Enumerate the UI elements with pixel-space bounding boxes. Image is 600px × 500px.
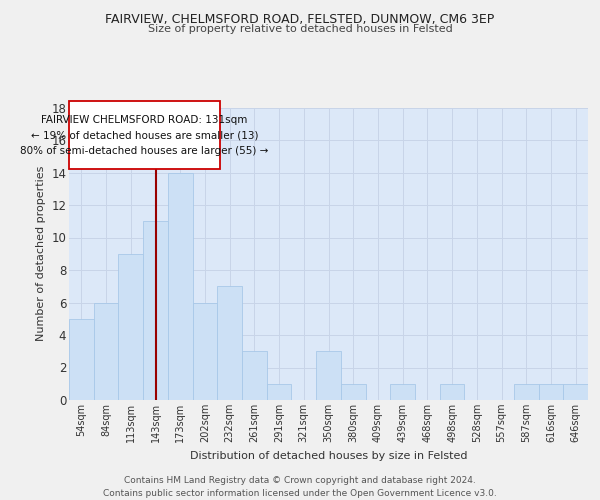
Bar (563, 384, 588, 400)
Bar (217, 286, 242, 400)
Text: FAIRVIEW, CHELMSFORD ROAD, FELSTED, DUNMOW, CM6 3EP: FAIRVIEW, CHELMSFORD ROAD, FELSTED, DUNM… (106, 12, 494, 26)
Bar (168, 172, 193, 400)
Bar (440, 384, 464, 400)
Bar (193, 302, 217, 400)
Bar (143, 221, 168, 400)
Bar (94, 302, 118, 400)
Bar (69, 319, 94, 400)
Bar (118, 254, 143, 400)
Bar (267, 384, 292, 400)
Y-axis label: Number of detached properties: Number of detached properties (35, 166, 46, 342)
Text: Contains HM Land Registry data © Crown copyright and database right 2024.
Contai: Contains HM Land Registry data © Crown c… (103, 476, 497, 498)
Bar (316, 351, 341, 400)
Bar (539, 384, 563, 400)
Text: FAIRVIEW CHELMSFORD ROAD: 131sqm
← 19% of detached houses are smaller (13)
80% o: FAIRVIEW CHELMSFORD ROAD: 131sqm ← 19% o… (20, 114, 269, 156)
Bar (390, 384, 415, 400)
Bar (514, 384, 539, 400)
Bar (341, 384, 365, 400)
X-axis label: Distribution of detached houses by size in Felsted: Distribution of detached houses by size … (190, 450, 467, 460)
Text: Size of property relative to detached houses in Felsted: Size of property relative to detached ho… (148, 24, 452, 34)
Bar (242, 351, 267, 400)
